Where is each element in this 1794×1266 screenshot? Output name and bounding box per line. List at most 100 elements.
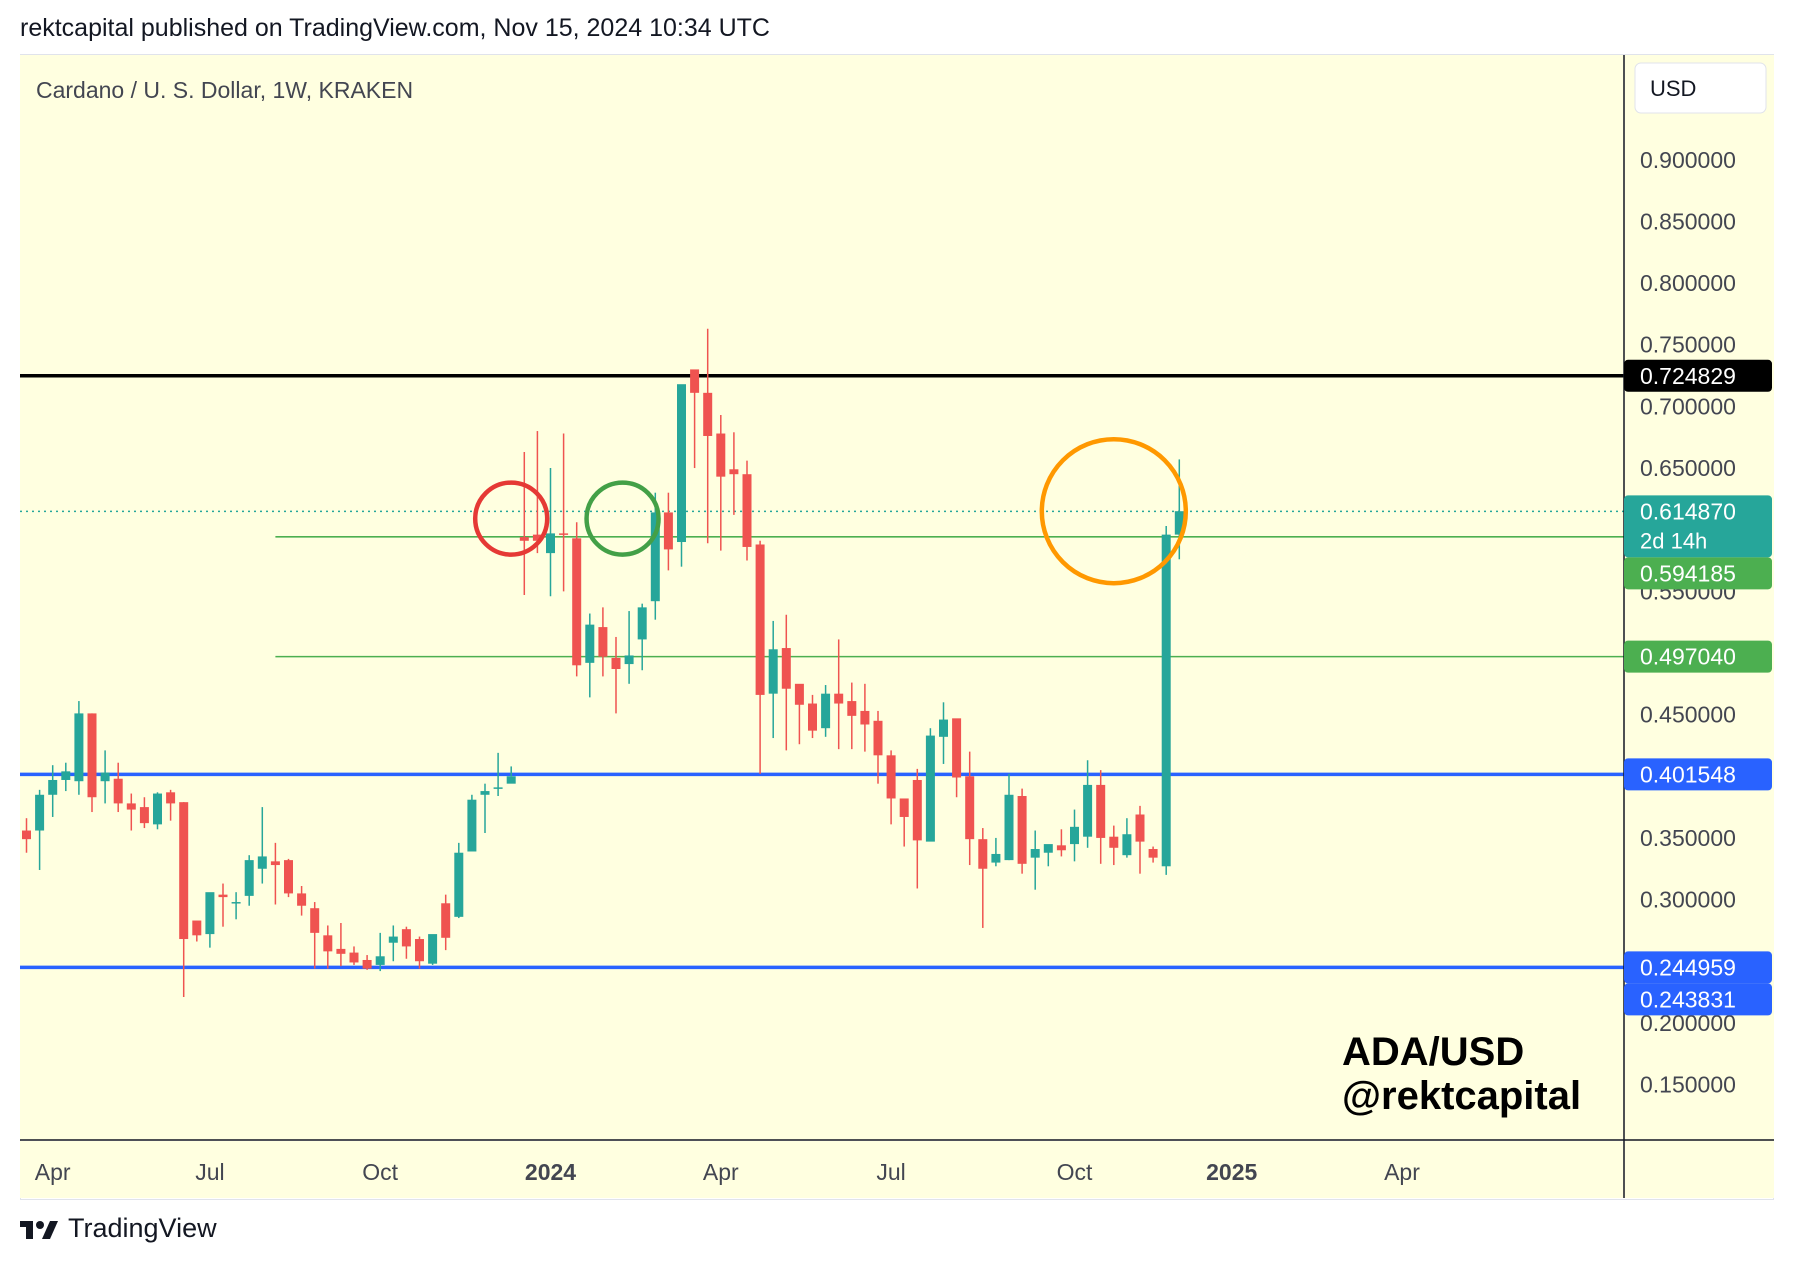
candle-body <box>742 474 752 547</box>
price-label-box <box>1624 557 1772 590</box>
candle-body <box>559 533 569 535</box>
candle-body <box>244 860 254 896</box>
candle <box>1043 844 1053 867</box>
price-label: 0.497040 <box>1624 640 1772 673</box>
candle-body <box>139 807 149 824</box>
candle <box>22 818 31 853</box>
candle-body <box>794 683 804 705</box>
price-label-box <box>1624 495 1772 558</box>
candle-body <box>467 799 477 852</box>
candle-body <box>663 512 673 550</box>
candle-body <box>375 956 385 965</box>
candle-body <box>113 778 123 804</box>
watermark-line1: ADA/USD <box>1342 1030 1525 1074</box>
candle-body <box>401 929 411 947</box>
candle <box>401 926 411 959</box>
candle-body <box>546 533 555 554</box>
candle <box>677 384 686 567</box>
candle <box>978 828 988 928</box>
candle-body <box>310 908 320 933</box>
currency-label: USD <box>1650 76 1696 101</box>
candle <box>1148 846 1158 863</box>
time-tick-label: Apr <box>35 1159 71 1185</box>
price-label-value: 0.401548 <box>1640 761 1736 787</box>
candle <box>87 713 97 813</box>
footer[interactable]: TradingView <box>20 1213 217 1244</box>
candle-body <box>166 792 176 804</box>
candle <box>886 750 896 825</box>
candle-body <box>808 703 817 731</box>
candle <box>35 789 45 870</box>
candle <box>166 789 176 821</box>
candle <box>729 432 739 515</box>
candle-body <box>1017 796 1027 864</box>
candle <box>572 522 582 677</box>
candle-body <box>598 627 608 657</box>
candle <box>428 934 438 965</box>
candle-body <box>349 952 359 963</box>
candle-body <box>270 861 280 866</box>
candle-body <box>912 779 922 841</box>
candle <box>467 794 477 852</box>
candle <box>768 620 778 739</box>
horizontal-lines-layer <box>20 374 1624 970</box>
candle <box>205 892 215 948</box>
price-tick-label: 0.150000 <box>1640 1072 1736 1098</box>
candle-body <box>231 902 241 904</box>
candle <box>493 752 503 797</box>
candle-body <box>284 860 293 894</box>
candle-body <box>1083 784 1093 837</box>
candle-body <box>978 839 988 869</box>
candle <box>126 793 136 831</box>
candle <box>179 802 189 997</box>
candle-body <box>428 934 438 964</box>
candle-body <box>415 939 424 962</box>
candle <box>755 540 765 774</box>
candle <box>808 694 817 739</box>
candle-body <box>1135 814 1145 842</box>
candle-body <box>22 830 31 840</box>
price-tick-label: 0.350000 <box>1640 825 1736 851</box>
candle-body <box>1056 845 1066 851</box>
candle-body <box>153 793 162 825</box>
candle-body <box>1148 849 1158 858</box>
candle <box>415 936 424 969</box>
candle-body <box>572 538 582 666</box>
candle <box>192 920 202 942</box>
publish-line: rektcapital published on TradingView.com… <box>20 14 770 42</box>
candle-body <box>362 959 372 969</box>
candle <box>231 892 241 920</box>
candle <box>139 797 149 829</box>
candle <box>218 883 228 927</box>
candle <box>1096 770 1106 864</box>
currency-button[interactable]: USD <box>1634 62 1767 114</box>
tradingview-logo-icon <box>20 1220 58 1239</box>
candle <box>611 636 621 714</box>
price-label-value: 0.594185 <box>1640 560 1736 586</box>
price-label-value: 0.243831 <box>1640 986 1736 1012</box>
candle <box>1004 773 1014 861</box>
countdown-label: 2d 14h <box>1640 528 1707 553</box>
candle-body <box>991 853 1001 863</box>
watermark-line2: @rektcapital <box>1342 1074 1582 1118</box>
price-label: 0.243831 <box>1624 983 1772 1016</box>
candle <box>454 842 464 919</box>
candle <box>663 492 673 571</box>
candle-body <box>611 657 621 670</box>
price-tick-label: 0.700000 <box>1640 393 1736 419</box>
candle-body <box>532 534 542 541</box>
price-label-box <box>1624 640 1772 673</box>
candle <box>362 955 372 970</box>
candle <box>310 902 320 969</box>
candle-body <box>899 798 909 817</box>
plot-area <box>20 55 1624 1140</box>
candle <box>1070 809 1079 862</box>
candle-body <box>847 701 857 716</box>
candle <box>781 614 791 751</box>
candle-body <box>323 935 333 952</box>
tradingview-brand[interactable]: TradingView <box>68 1213 217 1243</box>
candle-body <box>585 624 595 663</box>
annotation-circle <box>472 480 550 557</box>
candle <box>74 701 84 795</box>
